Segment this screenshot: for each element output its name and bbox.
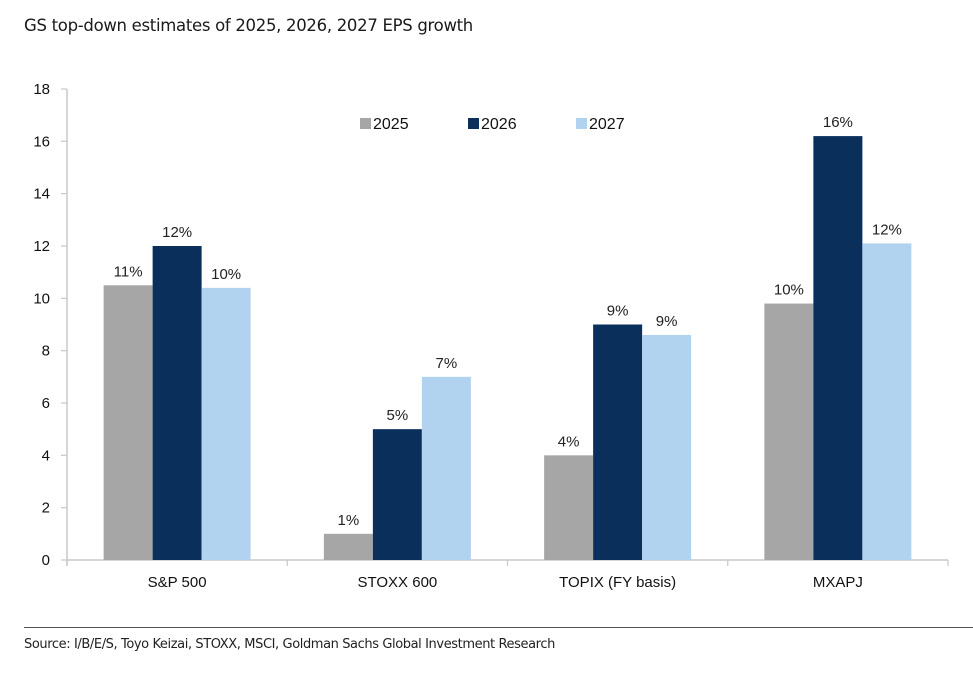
data-label-2026: 12%: [162, 224, 192, 241]
x-category-label: STOXX 600: [357, 574, 437, 591]
y-tick-label: 2: [42, 500, 50, 517]
data-label-2027: 9%: [656, 313, 678, 330]
legend: 2025 2026 2027: [360, 116, 625, 133]
bar-2025: [103, 285, 153, 560]
y-tick-label: 0: [42, 552, 50, 569]
data-label-2026: 16%: [823, 114, 853, 131]
x-category-label: S&P 500: [148, 574, 207, 591]
y-tick-label: 18: [33, 81, 50, 98]
legend-label-2025: 2025: [373, 116, 409, 133]
y-tick-label: 4: [42, 447, 50, 464]
legend-label-2027: 2027: [589, 116, 625, 133]
data-label-2026: 5%: [387, 407, 409, 424]
x-category-label: TOPIX (FY basis): [559, 574, 676, 591]
data-label-2025: 4%: [558, 433, 580, 450]
bar-2027: [642, 334, 692, 560]
bar-2026: [593, 324, 643, 560]
bar-2025: [764, 303, 814, 560]
data-label-2025: 1%: [338, 512, 360, 529]
legend-label-2026: 2026: [481, 116, 517, 133]
bar-2025: [544, 455, 594, 560]
y-tick-label: 14: [33, 186, 50, 203]
y-tick-label: 10: [33, 290, 50, 307]
bar-2026: [372, 429, 422, 560]
bar-2027: [862, 243, 912, 560]
y-tick-label: 16: [33, 133, 50, 150]
bar-2027: [421, 376, 471, 560]
legend-swatch-2027: [576, 118, 587, 129]
source-divider: [24, 627, 973, 628]
chart-title: GS top-down estimates of 2025, 2026, 202…: [24, 16, 473, 35]
y-tick-label: 6: [42, 395, 50, 412]
data-label-2027: 7%: [436, 355, 458, 372]
bar-2026: [813, 136, 863, 560]
data-label-2025: 10%: [774, 282, 804, 299]
bars: [103, 136, 912, 560]
source-note: Source: I/B/E/S, Toyo Keizai, STOXX, MSC…: [24, 637, 555, 652]
x-category-label: MXAPJ: [813, 574, 863, 591]
data-label-2025: 11%: [114, 263, 143, 280]
y-tick-label: 12: [33, 238, 50, 255]
data-label-2026: 9%: [607, 303, 629, 320]
legend-swatch-2026: [468, 118, 479, 129]
bar-2027: [201, 287, 251, 560]
bar-chart: 0 2 4 6 8 10 12 14 16 18 S&P 500 STOXX 600 TOPIX (FY…: [33, 81, 949, 591]
data-labels: 11% 12% 10% 1% 5% 7% 4% 9% 9% 10% 16% 12%: [114, 114, 902, 529]
data-label-2027: 10%: [211, 266, 241, 283]
legend-swatch-2025: [360, 118, 371, 129]
data-label-2027: 12%: [872, 221, 902, 238]
y-tick-label: 8: [42, 343, 50, 360]
bar-2025: [323, 533, 373, 560]
bar-2026: [152, 246, 202, 560]
